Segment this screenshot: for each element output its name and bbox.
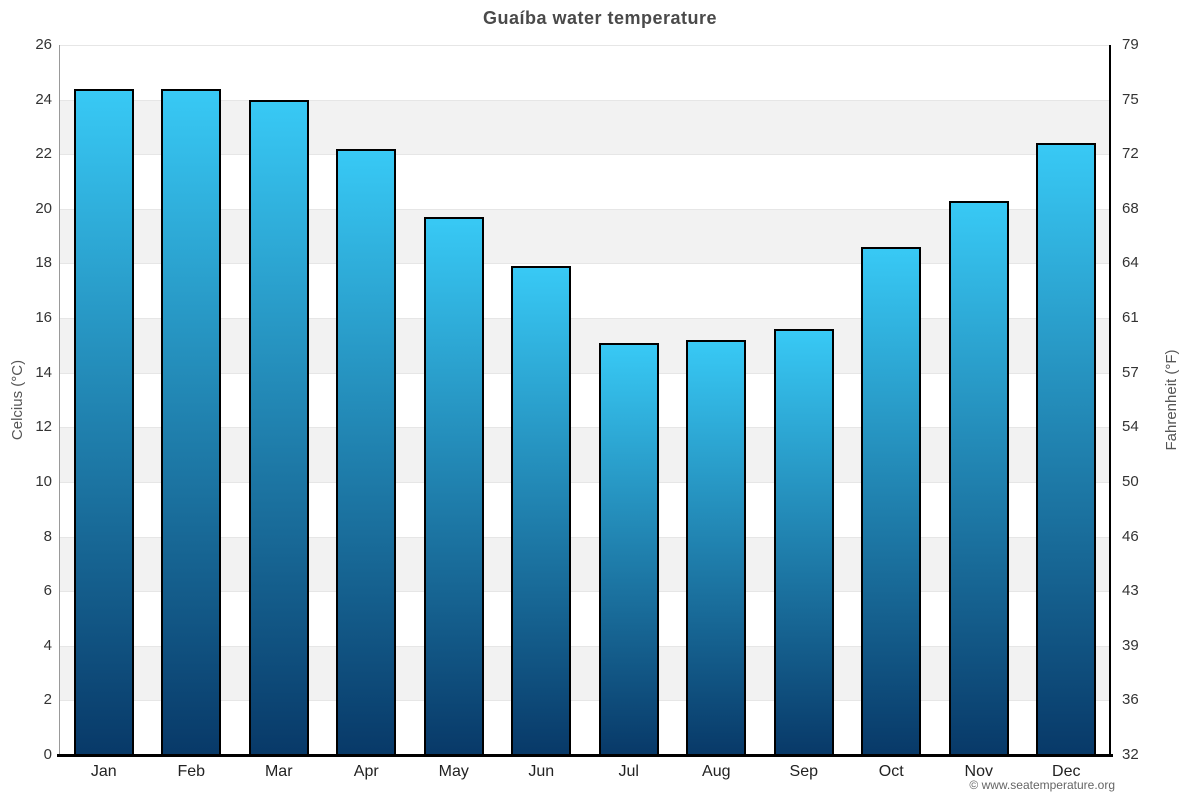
celsius-tick-label: 22 xyxy=(35,145,52,163)
bar-jun[interactable] xyxy=(511,266,572,755)
bar-sep[interactable] xyxy=(773,329,834,755)
fahrenheit-tick-label: 46 xyxy=(1122,527,1139,545)
celsius-tick-label: 6 xyxy=(43,582,52,600)
month-label-jan: Jan xyxy=(90,763,117,780)
plot-band xyxy=(60,99,1110,155)
fahrenheit-tick-label: 68 xyxy=(1122,199,1139,217)
chart-title: Guaíba water temperature xyxy=(482,8,718,28)
fahrenheit-tick-label: 43 xyxy=(1122,582,1139,600)
month-label-jun: Jun xyxy=(528,763,555,780)
fahrenheit-tick-label: 36 xyxy=(1122,691,1139,709)
bar-nov[interactable] xyxy=(948,200,1009,755)
celsius-tick-label: 0 xyxy=(43,746,52,763)
fahrenheit-tick-label: 61 xyxy=(1122,309,1139,327)
copyright-text: © www.seatemperature.org xyxy=(969,778,1115,792)
month-label-dec: Dec xyxy=(1052,763,1081,780)
month-label-jul: Jul xyxy=(618,763,639,780)
plot-band xyxy=(60,427,1110,482)
month-label-sep: Sep xyxy=(789,763,818,780)
plot-band xyxy=(60,318,1110,373)
celsius-tick-label: 4 xyxy=(43,636,52,654)
plot-band xyxy=(60,263,1110,319)
celsius-tick-label: 16 xyxy=(35,309,52,327)
month-label-oct: Oct xyxy=(878,763,904,780)
plot-band xyxy=(60,45,1110,100)
fahrenheit-tick-label: 32 xyxy=(1122,746,1139,763)
right-axis-title: Fahrenheit (°F) xyxy=(1163,349,1180,451)
bar-oct[interactable] xyxy=(861,247,922,755)
fahrenheit-tick-label: 72 xyxy=(1122,145,1139,163)
celsius-tick-label: 18 xyxy=(35,254,52,272)
celsius-tick-label: 20 xyxy=(35,199,52,217)
bar-aug[interactable] xyxy=(686,339,747,755)
fahrenheit-tick-label: 64 xyxy=(1122,254,1139,272)
bar-jan[interactable] xyxy=(73,88,134,755)
fahrenheit-tick-label: 39 xyxy=(1122,636,1139,654)
celsius-tick-label: 24 xyxy=(35,90,52,108)
celsius-tick-label: 8 xyxy=(43,527,52,545)
plot-band xyxy=(60,481,1110,537)
bar-mar[interactable] xyxy=(248,99,309,755)
bar-jul[interactable] xyxy=(598,342,659,755)
month-label-nov: Nov xyxy=(964,763,993,780)
fahrenheit-tick-label: 50 xyxy=(1122,472,1139,490)
plot-band xyxy=(60,208,1110,264)
plot-band xyxy=(60,591,1110,646)
month-label-mar: Mar xyxy=(264,763,293,780)
fahrenheit-tick-label: 57 xyxy=(1122,363,1139,381)
celsius-tick-label: 14 xyxy=(35,363,52,381)
plot-band xyxy=(60,700,1110,755)
month-label-aug: Aug xyxy=(702,763,731,780)
left-axis-line xyxy=(59,45,60,757)
fahrenheit-tick-label: 75 xyxy=(1122,90,1139,108)
celsius-tick-label: 26 xyxy=(35,36,52,53)
plot-band xyxy=(60,536,1110,592)
fahrenheit-tick-label: 79 xyxy=(1122,36,1139,53)
plot-band xyxy=(60,372,1110,428)
fahrenheit-tick-label: 54 xyxy=(1122,418,1139,436)
x-axis-line xyxy=(57,754,1113,757)
month-label-apr: Apr xyxy=(353,763,379,780)
celsius-tick-label: 2 xyxy=(43,691,52,709)
bar-may[interactable] xyxy=(423,217,484,755)
plot-band xyxy=(60,154,1110,209)
plot-area xyxy=(60,45,1110,755)
plot-band xyxy=(60,645,1110,701)
left-axis-title: Celcius (°C) xyxy=(9,359,26,441)
celsius-tick-label: 12 xyxy=(35,418,52,436)
celsius-tick-label: 10 xyxy=(35,472,52,490)
month-label-feb: Feb xyxy=(177,763,206,780)
month-label-may: May xyxy=(438,763,469,780)
bar-feb[interactable] xyxy=(161,88,222,755)
bar-apr[interactable] xyxy=(336,148,397,755)
bar-dec[interactable] xyxy=(1036,143,1097,755)
right-axis-line xyxy=(1109,45,1111,757)
